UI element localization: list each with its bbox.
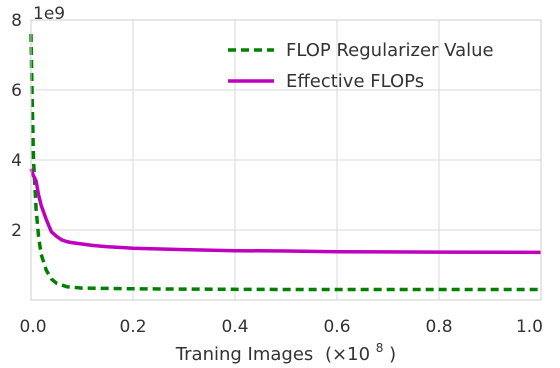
legend-label-flop-regularizer: FLOP Regularizer Value: [286, 40, 494, 61]
x-tick-label: 0.2: [119, 317, 146, 337]
y-tick-label: 2: [11, 221, 22, 241]
y-tick-label: 6: [11, 81, 22, 101]
x-axis-label-text: Traning Images: [175, 344, 314, 365]
x-axis-label: Traning Images (×10 8 ): [175, 336, 396, 365]
y-tick-label: 4: [11, 151, 22, 171]
x-tick-label: 0.8: [425, 317, 452, 337]
series-line-1: [29, 168, 542, 255]
x-axis-unit-exponent: 8: [376, 341, 384, 355]
x-tick-label: 0.0: [19, 317, 46, 337]
x-axis-unit: (×10: [325, 344, 370, 365]
series-lines: [29, 33, 542, 292]
y-offset-label: 1e9: [33, 4, 65, 24]
x-tick-label: 0.6: [323, 317, 350, 337]
x-axis-unit-close: ): [389, 344, 396, 365]
legend-label-effective-flops: Effective FLOPs: [286, 71, 424, 92]
legend: FLOP Regularizer Value Effective FLOPs: [228, 40, 494, 92]
x-tick-label: 0.4: [221, 317, 248, 337]
plot-frame: [30, 19, 542, 301]
series-line-0: [29, 33, 541, 292]
y-tick-labels: 2 4 6 8: [11, 11, 22, 241]
x-tick-label: 1.0: [516, 317, 543, 337]
x-tick-labels: 0.0 0.2 0.4 0.6 0.8 1.0: [19, 317, 543, 337]
y-tick-label: 8: [11, 11, 22, 31]
